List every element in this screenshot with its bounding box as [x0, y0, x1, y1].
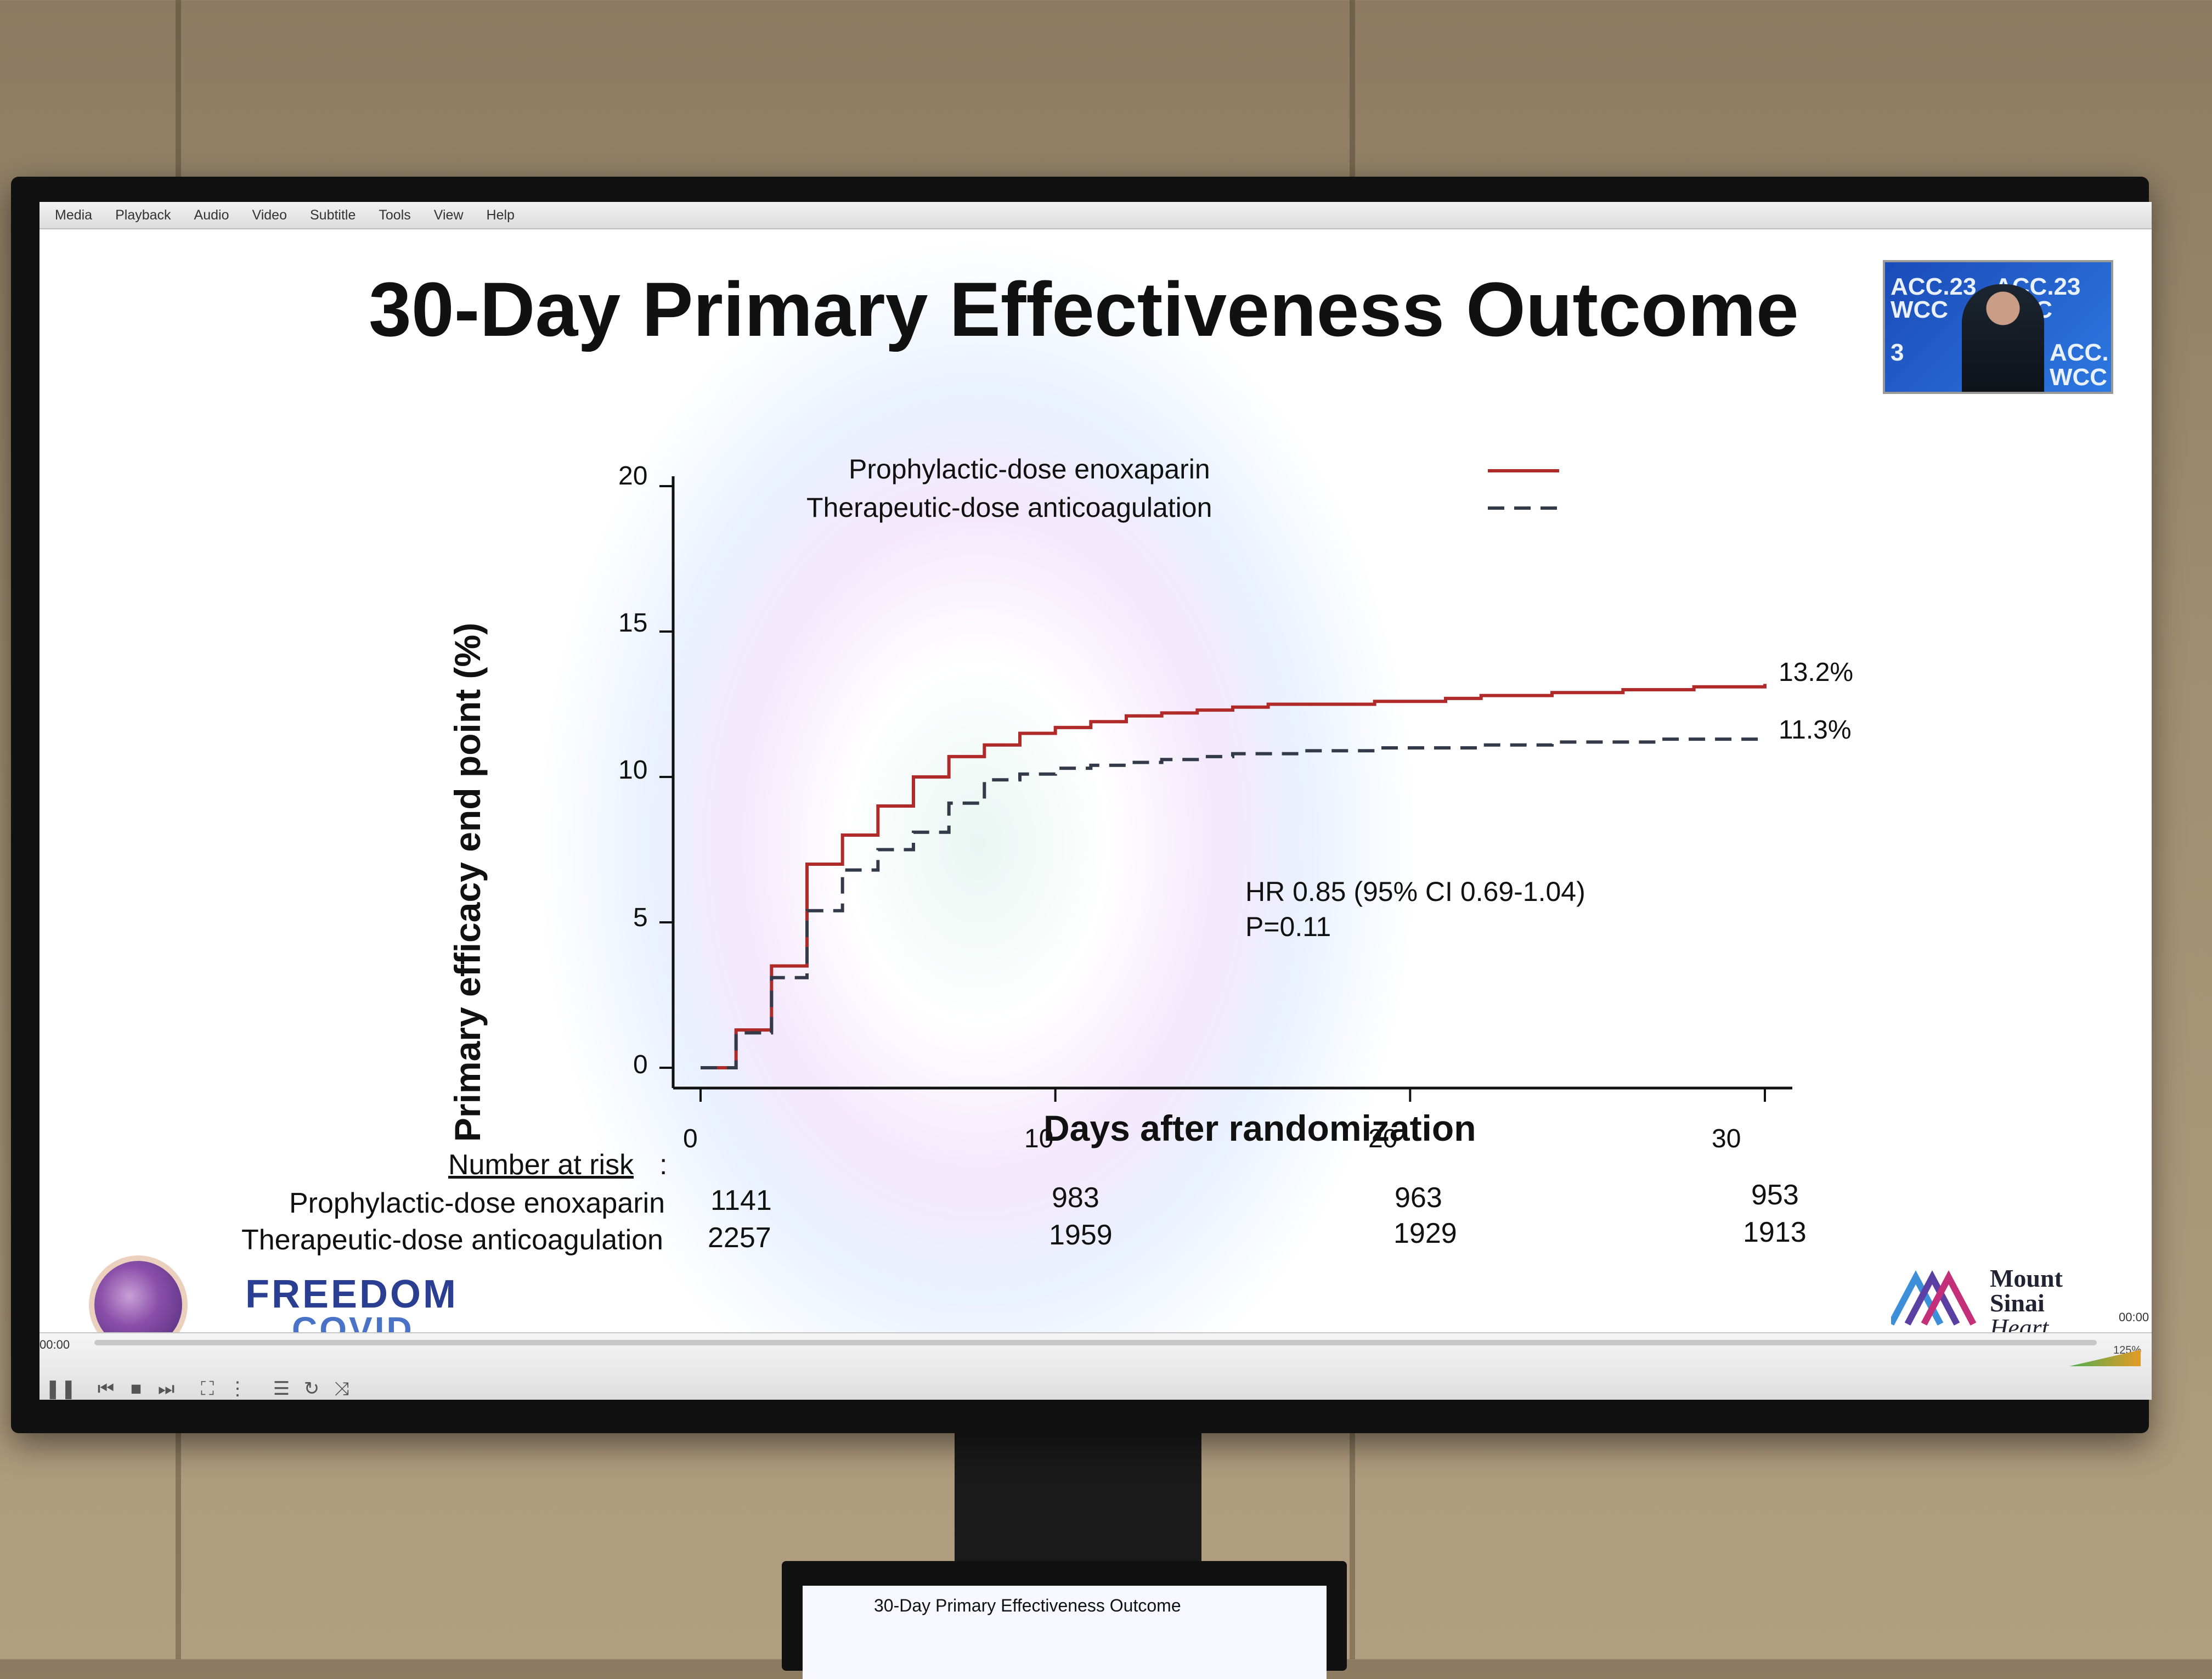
- risk-cell: 1959: [1049, 1219, 1113, 1251]
- risk-row-label: Prophylactic-dose enoxaparin: [289, 1187, 665, 1219]
- inset-text: WCC: [2050, 364, 2108, 391]
- slide-canvas: 30-Day Primary Effectiveness Outcome ACC…: [94, 229, 2113, 1349]
- risk-table-header: Number at risk: [448, 1149, 634, 1181]
- risk-cell: 1929: [1393, 1218, 1457, 1249]
- confidence-monitor-screen: 30-Day Primary Effectiveness Outcome: [803, 1586, 1327, 1679]
- slide-title: 30-Day Primary Effectiveness Outcome: [369, 266, 1799, 352]
- menu-view[interactable]: View: [433, 207, 464, 223]
- player-controls-bar: 00:00 00:00 125%: [40, 1310, 2152, 1400]
- extended-settings-icon[interactable]: ⋮: [228, 1378, 247, 1399]
- end-label-prophylactic: 13.2%: [1779, 658, 1854, 687]
- series-line-prophylactic: [701, 684, 1767, 1069]
- series-line-therapeutic: [701, 737, 1765, 1069]
- inset-text: WCC: [1891, 296, 1949, 323]
- y-axis-label: Primary efficacy end point (%): [447, 622, 488, 1142]
- risk-cell: 1141: [710, 1185, 772, 1216]
- x-axis-label: Days after randomization: [1043, 1108, 1476, 1148]
- loop-icon[interactable]: ↻: [303, 1378, 320, 1399]
- mount-sinai-line1: Mount: [1990, 1264, 2063, 1292]
- risk-cell: 963: [1395, 1182, 1442, 1214]
- end-label-therapeutic: 11.3%: [1779, 715, 1852, 745]
- risk-table-header-colon: :: [659, 1149, 668, 1181]
- risk-cell: 2257: [708, 1222, 771, 1254]
- hazard-ratio-text: HR 0.85 (95% CI 0.69-1.04): [1245, 876, 1585, 907]
- risk-cell: 1913: [1743, 1216, 1807, 1248]
- risk-row-label: Therapeutic-dose anticoagulation: [241, 1224, 663, 1256]
- mount-sinai-logo-icon: [1891, 1270, 1977, 1326]
- legend-label-prophylactic: Prophylactic-dose enoxaparin: [849, 454, 1210, 484]
- menu-audio[interactable]: Audio: [194, 207, 229, 223]
- y-tick-label: 20: [618, 461, 648, 491]
- stop-icon[interactable]: ■: [130, 1378, 142, 1399]
- fullscreen-icon[interactable]: ⛶: [201, 1378, 214, 1399]
- volume-slider[interactable]: [2069, 1350, 2141, 1366]
- time-total: 00:00: [2119, 1310, 2149, 1324]
- menu-help[interactable]: Help: [486, 207, 515, 223]
- menu-media[interactable]: Media: [55, 207, 93, 223]
- inset-text: ACC.: [2050, 339, 2109, 366]
- mount-sinai-line2: Sinai: [1990, 1289, 2045, 1317]
- speaker-silhouette: [1962, 284, 2044, 392]
- playlist-icon[interactable]: ☰: [273, 1378, 290, 1399]
- y-tick-label: 15: [618, 609, 648, 638]
- y-tick-label: 5: [633, 903, 648, 932]
- x-tick-label: 0: [683, 1124, 698, 1153]
- media-player-window: Media Playback Audio Video Subtitle Tool…: [40, 202, 2152, 1400]
- x-tick-label: 10: [1024, 1124, 1054, 1153]
- menu-video[interactable]: Video: [252, 207, 287, 223]
- speaker-video-inset: ACC.23 WCC ACC.23 WCC 3 ACC. WCC: [1883, 260, 2113, 394]
- seek-slider[interactable]: [94, 1340, 2097, 1345]
- monitor-stand: [955, 1418, 1201, 1567]
- confidence-monitor: 30-Day Primary Effectiveness Outcome: [782, 1561, 1347, 1679]
- menu-subtitle[interactable]: Subtitle: [310, 207, 356, 223]
- freedom-logo-text: FREEDOM: [245, 1272, 458, 1316]
- next-icon[interactable]: ⏭: [157, 1378, 175, 1399]
- x-tick-label: 30: [1712, 1124, 1741, 1153]
- previous-icon[interactable]: ⏮: [97, 1378, 115, 1399]
- presentation-monitor: Media Playback Audio Video Subtitle Tool…: [11, 177, 2152, 1433]
- kaplan-meier-chart: [659, 469, 1792, 1102]
- time-elapsed: 00:00: [40, 1338, 70, 1351]
- y-tick-label: 10: [618, 756, 648, 785]
- y-tick-label: 0: [633, 1050, 648, 1079]
- risk-cell: 983: [1052, 1182, 1099, 1214]
- legend-label-therapeutic: Therapeutic-dose anticoagulation: [806, 492, 1212, 523]
- pause-icon[interactable]: ❚❚: [45, 1378, 76, 1399]
- confidence-monitor-title: 30-Day Primary Effectiveness Outcome: [874, 1596, 1181, 1615]
- menu-tools[interactable]: Tools: [379, 207, 411, 223]
- menu-bar: Media Playback Audio Video Subtitle Tool…: [40, 202, 2152, 229]
- menu-playback[interactable]: Playback: [115, 207, 171, 223]
- inset-text: 3: [1891, 339, 1904, 366]
- p-value-text: P=0.11: [1245, 911, 1331, 942]
- shuffle-icon[interactable]: ⤨: [334, 1378, 349, 1399]
- risk-cell: 953: [1751, 1179, 1799, 1211]
- inset-text: ACC.23: [1891, 273, 1977, 300]
- x-tick-label: 20: [1368, 1124, 1398, 1153]
